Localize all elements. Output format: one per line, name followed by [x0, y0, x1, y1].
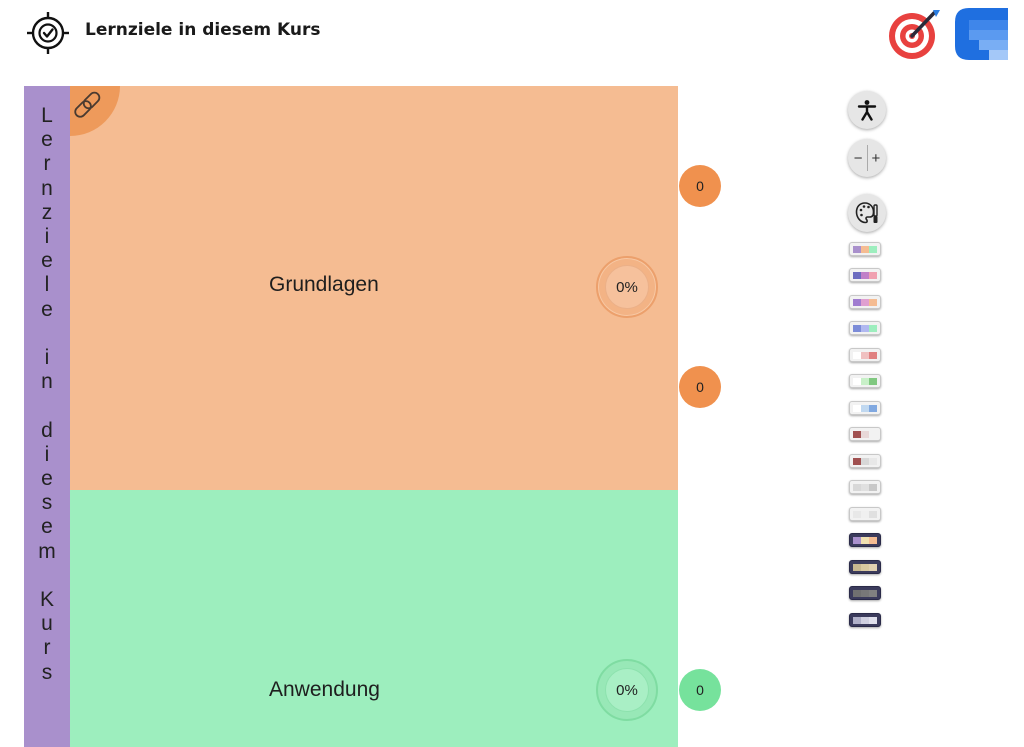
color-theme-swatch[interactable] — [849, 242, 881, 256]
color-theme-swatch[interactable] — [849, 374, 881, 388]
swatch-color — [853, 510, 861, 518]
blue-app-logo-icon[interactable] — [955, 8, 1008, 60]
area-label: Anwendung — [269, 678, 380, 701]
swatch-color — [853, 536, 861, 544]
swatch-color — [869, 457, 877, 465]
swatch-color — [861, 536, 869, 544]
progress-ring-anwendung: 0% — [596, 659, 658, 721]
target-check-icon — [27, 12, 69, 54]
swatch-color — [853, 351, 861, 359]
swatch-color — [861, 457, 869, 465]
palette-button[interactable] — [848, 194, 886, 232]
link-button[interactable] — [70, 86, 120, 136]
swatch-color — [853, 430, 861, 438]
swatch-color — [861, 377, 869, 385]
zoom-control[interactable]: − + — [848, 139, 886, 177]
swatch-color — [861, 271, 869, 279]
swatch-color — [853, 457, 861, 465]
color-theme-swatch[interactable] — [849, 533, 881, 547]
swatch-color — [853, 483, 861, 491]
color-theme-swatch[interactable] — [849, 560, 881, 574]
swatch-color — [861, 510, 869, 518]
swatch-color — [853, 271, 861, 279]
count-badge[interactable]: 0 — [679, 366, 721, 408]
color-theme-swatch[interactable] — [849, 507, 881, 521]
swatch-color — [861, 324, 869, 332]
swatch-color — [853, 563, 861, 571]
color-theme-swatch[interactable] — [849, 613, 881, 627]
progress-value: 0% — [605, 668, 649, 712]
swatch-color — [869, 563, 877, 571]
vertical-title-text: L e r n z i e l e i n d i e s e m K u r … — [38, 104, 56, 684]
swatch-color — [861, 483, 869, 491]
progress-value: 0% — [605, 265, 649, 309]
color-theme-swatch[interactable] — [849, 427, 881, 441]
swatch-color — [861, 404, 869, 412]
swatch-color — [861, 351, 869, 359]
swatch-color — [869, 377, 877, 385]
color-theme-swatch[interactable] — [849, 348, 881, 362]
swatch-color — [869, 351, 877, 359]
swatch-color — [869, 404, 877, 412]
page-title: Lernziele in diesem Kurs — [85, 20, 321, 40]
swatch-color — [869, 510, 877, 518]
area-anwendung[interactable]: Anwendung — [70, 490, 678, 747]
zoom-in-button[interactable]: + — [871, 149, 881, 167]
area-grundlagen[interactable]: Grundlagen — [70, 86, 678, 490]
swatch-color — [861, 245, 869, 253]
zoom-out-button[interactable]: − — [853, 149, 863, 167]
color-theme-swatch[interactable] — [849, 295, 881, 309]
sidebar-title-vertical: L e r n z i e l e i n d i e s e m K u r … — [24, 86, 70, 747]
swatch-color — [861, 589, 869, 597]
swatch-color — [853, 377, 861, 385]
color-theme-swatch[interactable] — [849, 268, 881, 282]
header: Lernziele in diesem Kurs — [0, 0, 1024, 70]
swatch-color — [869, 245, 877, 253]
color-theme-swatch[interactable] — [849, 454, 881, 468]
swatch-color — [869, 589, 877, 597]
accessibility-icon — [857, 100, 877, 121]
swatch-color — [853, 616, 861, 624]
swatch-color — [869, 298, 877, 306]
area-label: Grundlagen — [269, 273, 379, 296]
swatch-color — [869, 536, 877, 544]
count-badge[interactable]: 0 — [679, 669, 721, 711]
swatch-color — [853, 245, 861, 253]
swatch-color — [861, 298, 869, 306]
swatch-color — [869, 324, 877, 332]
swatch-color — [869, 483, 877, 491]
swatch-color — [853, 298, 861, 306]
count-badge[interactable]: 0 — [679, 165, 721, 207]
swatch-color — [869, 271, 877, 279]
swatch-color — [869, 430, 877, 438]
swatch-color — [869, 616, 877, 624]
zoom-divider — [866, 145, 868, 171]
color-theme-swatch[interactable] — [849, 401, 881, 415]
palette-icon — [855, 202, 878, 224]
accessibility-button[interactable] — [848, 91, 886, 129]
swatch-color — [861, 616, 869, 624]
color-theme-swatch[interactable] — [849, 586, 881, 600]
color-theme-swatch[interactable] — [849, 480, 881, 494]
progress-ring-grundlagen: 0% — [596, 256, 658, 318]
swatch-color — [853, 404, 861, 412]
target-logo-icon[interactable] — [886, 8, 942, 60]
swatch-color — [853, 589, 861, 597]
swatch-color — [853, 324, 861, 332]
swatch-color — [861, 563, 869, 571]
link-icon — [74, 91, 101, 118]
swatch-color — [861, 430, 869, 438]
color-theme-swatch[interactable] — [849, 321, 881, 335]
